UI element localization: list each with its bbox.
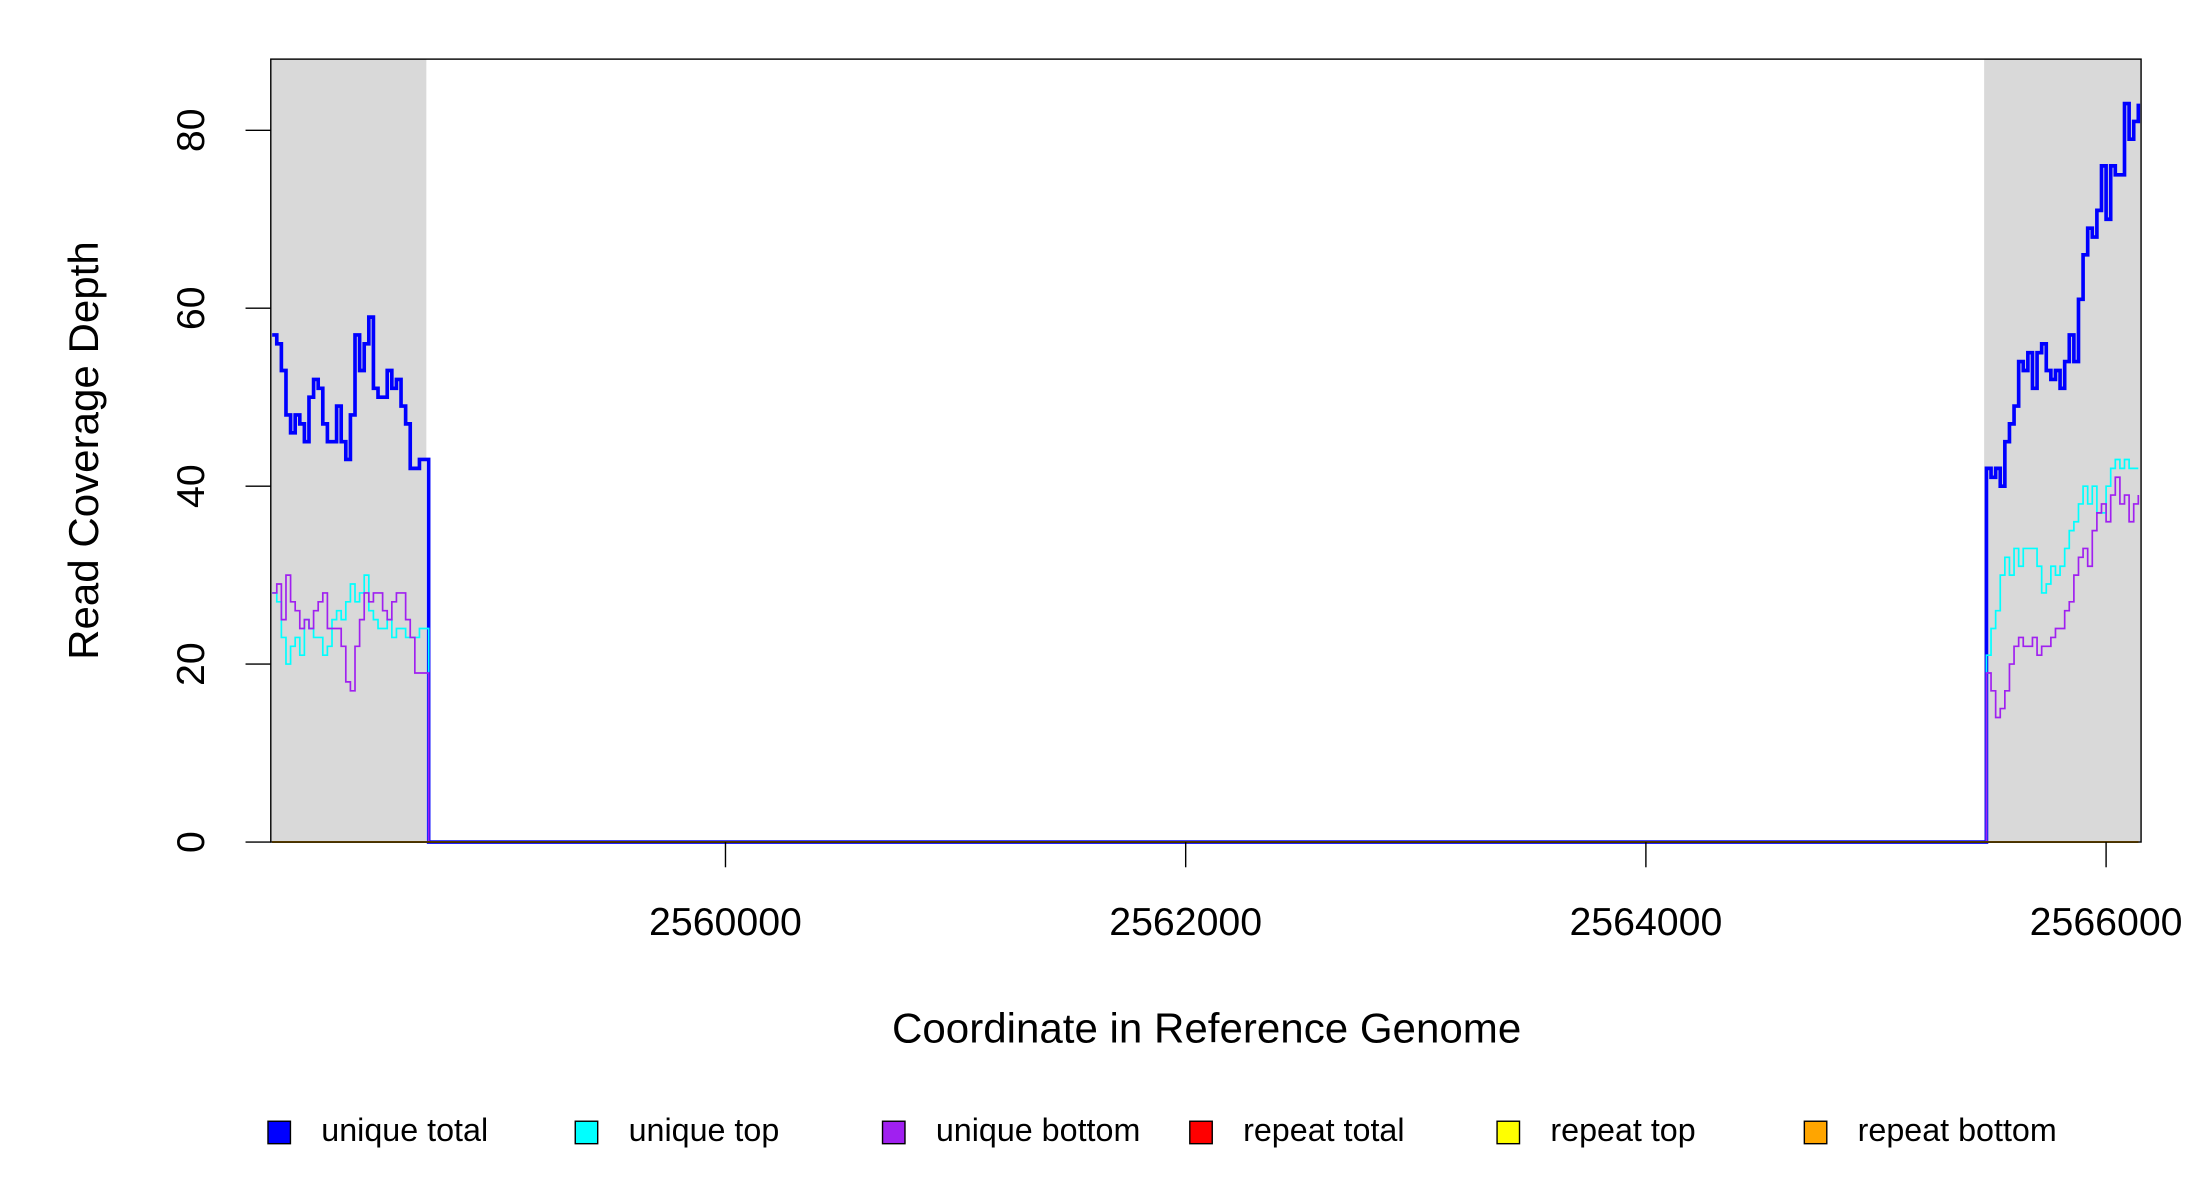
series-line	[272, 458, 2139, 843]
legend-swatch	[1496, 1120, 1521, 1145]
x-tick-label: 2560000	[649, 900, 802, 944]
legend-label: unique total	[321, 1112, 488, 1148]
legend-label: unique bottom	[936, 1112, 1140, 1148]
y-tick-label: 60	[169, 286, 213, 330]
y-tick-label: 80	[169, 108, 213, 152]
y-tick-label: 40	[169, 464, 213, 508]
legend-swatch	[881, 1120, 906, 1145]
legend-label: repeat top	[1550, 1112, 1695, 1148]
plot-frame	[270, 58, 2142, 843]
legend-swatch	[1803, 1120, 1828, 1145]
y-axis-label: Read Coverage Depth	[60, 241, 107, 660]
x-tick-label: 2564000	[1569, 900, 1722, 944]
shaded-region	[1984, 59, 2142, 843]
legend-swatch	[1189, 1120, 1213, 1145]
x-axis-label: Coordinate in Reference Genome	[892, 1005, 1521, 1052]
series-line	[272, 101, 2141, 844]
x-tick-label: 2566000	[2030, 900, 2183, 944]
legend-label: repeat bottom	[1858, 1112, 2057, 1148]
legend-swatch	[574, 1120, 599, 1145]
legend-swatch	[267, 1120, 292, 1145]
legend-label: unique top	[629, 1112, 780, 1148]
y-tick-label: 20	[169, 642, 213, 686]
y-tick-label: 0	[169, 831, 213, 853]
series-line	[272, 476, 2140, 843]
shaded-region	[270, 59, 427, 843]
x-tick-label: 2562000	[1109, 900, 1262, 944]
legend-label: repeat total	[1243, 1112, 1404, 1148]
